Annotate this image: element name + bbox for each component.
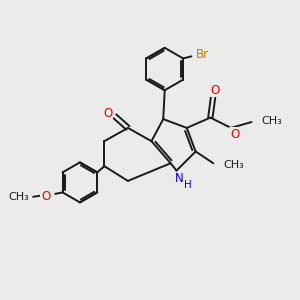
Text: H: H [184,180,192,190]
Text: CH₃: CH₃ [224,160,244,170]
Text: O: O [41,190,50,203]
Text: CH₃: CH₃ [261,116,282,126]
Text: Br: Br [196,48,209,61]
Text: O: O [103,107,113,120]
Text: O: O [210,84,219,97]
Text: O: O [230,128,239,141]
Text: N: N [175,172,184,185]
Text: CH₃: CH₃ [8,192,29,203]
